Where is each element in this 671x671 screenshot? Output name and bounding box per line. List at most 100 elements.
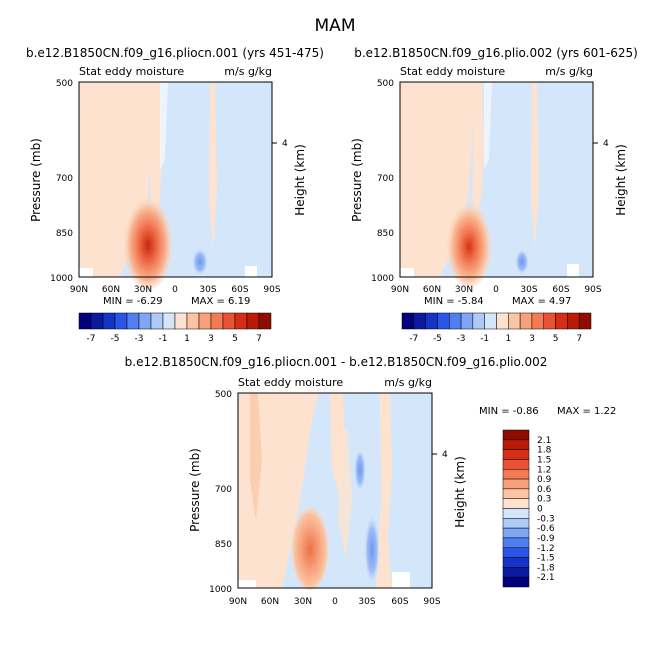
colorbar-left-label: 7 <box>256 334 262 344</box>
colorbar-right-label: 5 <box>553 334 559 344</box>
colorbar-diff-label: 0.6 <box>537 485 552 495</box>
colorbar-diff-swatch <box>502 469 530 480</box>
panel-3-x-tick: 30N <box>294 597 312 607</box>
panel-1-units-label: m/s g/kg <box>224 65 272 78</box>
colorbar-diff-swatch <box>502 429 530 441</box>
panel-2-ylabel: Pressure (mb) <box>350 138 364 222</box>
panel-2-variable-label: Stat eddy moisture <box>400 65 505 78</box>
panel-2-x-tick: 0 <box>493 285 499 295</box>
colorbar-diff-swatch <box>502 547 530 558</box>
panel-2-x-tick: 90S <box>584 285 601 295</box>
colorbar-diff-swatch <box>502 488 530 499</box>
panel-1-max-label: MAX = 6.19 <box>191 296 250 307</box>
panel-3-ylabel: Pressure (mb) <box>188 448 202 532</box>
panel-1-x-axis: 90N 60N 30N 0 30S 60S 90S <box>70 285 281 295</box>
colorbar-right-swatch <box>437 312 450 330</box>
panel-1-x-tick: 0 <box>172 285 178 295</box>
colorbar-right-swatch <box>578 312 592 330</box>
panel-2-right-tick: 4 <box>603 139 609 149</box>
colorbar-right-labels: -7 -5 -3 -1 1 3 5 7 <box>409 334 582 344</box>
panel-3-ylabel-right: Height (km) <box>453 456 467 527</box>
colorbar-right-swatch <box>449 312 462 330</box>
colorbar-left-swatch <box>186 312 200 330</box>
panel-1-ylabel: Pressure (mb) <box>29 138 43 222</box>
colorbar-diff-label: -0.6 <box>537 524 555 534</box>
panel-3-title: b.e12.B1850CN.f09_g16.pliocn.001 - b.e12… <box>125 355 548 369</box>
panel-1-variable-label: Stat eddy moisture <box>79 65 184 78</box>
panel-3-plot <box>237 392 433 590</box>
colorbar-right-swatch <box>508 312 521 330</box>
panel-3-y-axis: 500 700 850 1000 Pressure (mb) <box>188 390 232 595</box>
panel-1-y-axis: 500 700 850 1000 Pressure (mb) <box>29 79 73 284</box>
colorbar-left-label: 3 <box>208 334 214 344</box>
panel-2: b.e12.B1850CN.f09_g16.plio.002 (yrs 601-… <box>350 46 638 344</box>
panel-3-x-tick: 60S <box>391 597 408 607</box>
panel-3-x-tick: 60N <box>261 597 279 607</box>
colorbar-diff-label: -0.9 <box>537 534 555 544</box>
panel-1-x-tick: 90N <box>70 285 88 295</box>
page-title: MAM <box>315 16 356 36</box>
colorbar-diff-swatch <box>502 518 530 529</box>
panel-1-y-tick: 500 <box>56 79 73 89</box>
colorbar-diff-label: -1.5 <box>537 554 555 564</box>
panel-3-y-tick: 1000 <box>209 585 232 595</box>
colorbar-right: -7 -5 -3 -1 1 3 5 7 <box>401 312 592 344</box>
colorbar-left-label: -5 <box>111 334 120 344</box>
colorbar-left-swatch <box>150 312 164 330</box>
colorbar-left-label: 1 <box>184 334 190 344</box>
colorbar-left-label: -1 <box>159 334 168 344</box>
colorbar-right-label: -5 <box>433 334 442 344</box>
panel-1-plot <box>78 81 273 290</box>
panel-3-x-tick: 0 <box>332 597 338 607</box>
panel-3-units-label: m/s g/kg <box>384 376 432 389</box>
colorbar-right-label: -3 <box>457 334 466 344</box>
colorbar-diff-label: 1.2 <box>537 465 551 475</box>
colorbar-diff-swatch <box>502 478 530 490</box>
panel-3: b.e12.B1850CN.f09_g16.pliocn.001 - b.e12… <box>125 355 617 607</box>
colorbar-right-swatch <box>484 312 497 330</box>
panel-2-y-axis: 500 700 850 1000 Pressure (mb) <box>350 79 394 284</box>
colorbar-left-swatch <box>162 312 176 330</box>
panel-3-right-tick: 4 <box>442 450 448 460</box>
colorbar-diff-label: 2.1 <box>537 436 551 446</box>
panel-2-x-axis: 90N 60N 30N 0 30S 60S 90S <box>391 285 602 295</box>
panel-2-y-tick: 1000 <box>371 274 394 284</box>
colorbar-diff-label: 0 <box>537 505 543 515</box>
colorbar-diff-swatch <box>502 537 530 548</box>
colorbar-left-swatch <box>210 312 224 330</box>
colorbar-diff-swatch <box>502 527 530 539</box>
colorbar-right-swatch <box>567 312 580 330</box>
colorbar-right-swatch <box>401 312 415 330</box>
panel-3-right-axis: 4 Height (km) <box>432 450 467 528</box>
colorbar-diff-swatch <box>502 576 530 588</box>
panel-2-x-tick: 60N <box>423 285 441 295</box>
panel-1-right-axis: 4 Height (km) <box>272 139 307 216</box>
panel-1-x-tick: 30N <box>134 285 152 295</box>
colorbar-diff-swatch <box>502 459 530 470</box>
panel-1-ylabel-right: Height (km) <box>293 144 307 215</box>
panel-2-ylabel-right: Height (km) <box>614 144 628 215</box>
colorbar-diff-label: 0.3 <box>537 495 551 505</box>
colorbar-diff-label: 0.9 <box>537 475 552 485</box>
colorbar-right-swatch <box>543 312 556 330</box>
colorbar-diff-swatch <box>502 498 530 509</box>
panel-1-x-tick: 60S <box>231 285 248 295</box>
panel-2-x-tick: 60S <box>552 285 569 295</box>
colorbar-left-label: -7 <box>87 334 96 344</box>
panel-1: b.e12.B1850CN.f09_g16.pliocn.001 (yrs 45… <box>26 46 324 344</box>
colorbar-right-label: 1 <box>505 334 511 344</box>
colorbar-diff-swatch <box>502 449 530 460</box>
panel-1-right-tick: 4 <box>282 139 288 149</box>
panel-1-y-tick: 850 <box>56 229 73 239</box>
colorbar-right-swatch <box>460 312 474 330</box>
colorbar-left-label: 5 <box>232 334 238 344</box>
colorbar-diff-label: -1.2 <box>537 544 555 554</box>
panel-1-title: b.e12.B1850CN.f09_g16.pliocn.001 (yrs 45… <box>26 46 324 60</box>
panel-1-x-tick: 30S <box>199 285 216 295</box>
colorbar-left-swatch <box>258 312 272 330</box>
panel-3-x-tick: 90N <box>229 597 247 607</box>
panel-2-plot <box>399 81 594 288</box>
colorbar-diff-label: -2.1 <box>537 573 555 583</box>
colorbar-diff: 2.11.81.51.20.90.60.30-0.3-0.6-0.9-1.2-1… <box>502 429 555 588</box>
